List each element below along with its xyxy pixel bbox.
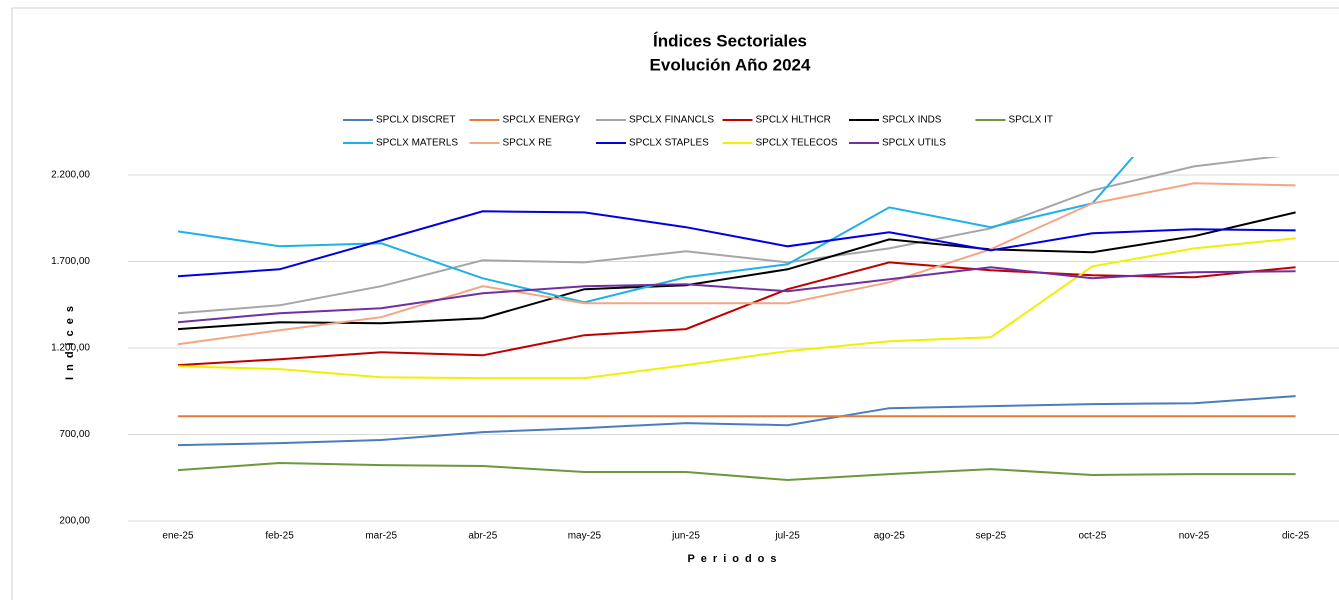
legend-label: SPCLX MATERLS xyxy=(376,138,458,149)
series-line xyxy=(177,261,1296,367)
x-tick-label: feb-25 xyxy=(265,531,294,542)
x-tick-label: oct-25 xyxy=(1079,531,1107,542)
x-tick-label: ago-25 xyxy=(874,531,906,542)
legend-label: SPCLX HLTHCR xyxy=(756,115,831,126)
series-line xyxy=(177,157,1281,315)
x-tick-label: nov-25 xyxy=(1179,531,1210,542)
y-tick-label: 1.200,00 xyxy=(51,343,90,354)
legend-label: SPCLX IT xyxy=(1009,115,1053,126)
chart-subtitle: Evolución Año 2024 xyxy=(650,55,811,74)
series-line xyxy=(177,211,1296,331)
x-tick-label: dic-25 xyxy=(1282,531,1310,542)
series-line xyxy=(177,182,1296,346)
series-line xyxy=(177,395,1296,447)
legend-label: SPCLX STAPLES xyxy=(629,138,709,149)
legend-label: SPCLX INDS xyxy=(882,115,942,126)
y-tick-label: 1.700,00 xyxy=(51,256,90,267)
series-line xyxy=(177,266,1296,324)
grid xyxy=(128,174,1339,522)
legend-label: SPCLX TELECOS xyxy=(756,138,838,149)
series-line xyxy=(177,237,1296,380)
y-axis-title: Indices xyxy=(64,300,76,380)
y-tick-label: 700,00 xyxy=(59,429,90,440)
x-tick-label: mar-25 xyxy=(365,531,397,542)
x-tick-label: ene-25 xyxy=(162,531,194,542)
series-line xyxy=(177,210,1296,278)
legend-label: SPCLX UTILS xyxy=(882,138,946,149)
y-tick-label: 2.200,00 xyxy=(51,170,90,181)
legend-label: SPCLX RE xyxy=(503,138,553,149)
x-tick-label: jul-25 xyxy=(774,531,800,542)
legend-label: SPCLX ENERGY xyxy=(503,115,581,126)
legend-label: SPCLX FINANCLS xyxy=(629,115,714,126)
x-tick-label: may-25 xyxy=(568,531,602,542)
x-tick-label: sep-25 xyxy=(976,531,1007,542)
series-line xyxy=(177,157,1135,304)
x-tick-label: jun-25 xyxy=(671,531,700,542)
y-tick-label: 200,00 xyxy=(59,516,90,527)
chart-title: Índices Sectoriales xyxy=(653,31,807,50)
legend-label: SPCLX DISCRET xyxy=(376,115,455,126)
x-tick-label: abr-25 xyxy=(468,531,497,542)
x-axis-title: Periodos xyxy=(687,553,782,565)
plot xyxy=(177,157,1296,482)
series-line xyxy=(177,461,1296,482)
